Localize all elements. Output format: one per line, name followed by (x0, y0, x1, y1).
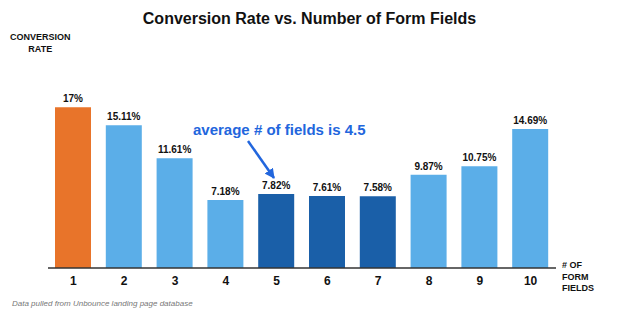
html-text:RATE: RATE (28, 43, 53, 54)
svg-text:5: 5 (273, 274, 280, 288)
html-text:Data pulled from Unbounce land: Data pulled from Unbounce landing page d… (12, 299, 193, 308)
svg-text:6: 6 (324, 274, 331, 288)
svg-text:11.61%: 11.61% (158, 144, 191, 155)
svg-text:10: 10 (524, 274, 538, 288)
svg-text:14.69%: 14.69% (513, 115, 547, 126)
svg-text:7.18%: 7.18% (211, 186, 239, 197)
html-text:# OF: # OF (562, 260, 582, 270)
html-text:Conversion Rate vs. Number of: Conversion Rate vs. Number of Form Field… (142, 10, 477, 27)
svg-text:4: 4 (222, 274, 229, 288)
svg-text:9.87%: 9.87% (414, 161, 442, 172)
svg-text:9: 9 (476, 274, 483, 288)
svg-text:7.82%: 7.82% (262, 180, 290, 191)
svg-text:3: 3 (172, 274, 179, 288)
svg-text:10.75%: 10.75% (462, 152, 496, 163)
svg-text:7.58%: 7.58% (364, 182, 392, 193)
svg-text:8: 8 (426, 274, 433, 288)
svg-text:2: 2 (121, 274, 128, 288)
html-text:CONVERSION: CONVERSION (10, 32, 71, 42)
svg-text:average # of fields is 4.5: average # of fields is 4.5 (193, 121, 366, 138)
svg-text:7.61%: 7.61% (313, 182, 341, 193)
html-text:FORM: FORM (562, 271, 589, 282)
svg-text:15.11%: 15.11% (107, 111, 140, 122)
html-text:FIELDS: FIELDS (562, 283, 594, 294)
svg-text:7: 7 (375, 274, 382, 288)
svg-text:17%: 17% (63, 93, 83, 104)
svg-text:1: 1 (70, 274, 77, 288)
